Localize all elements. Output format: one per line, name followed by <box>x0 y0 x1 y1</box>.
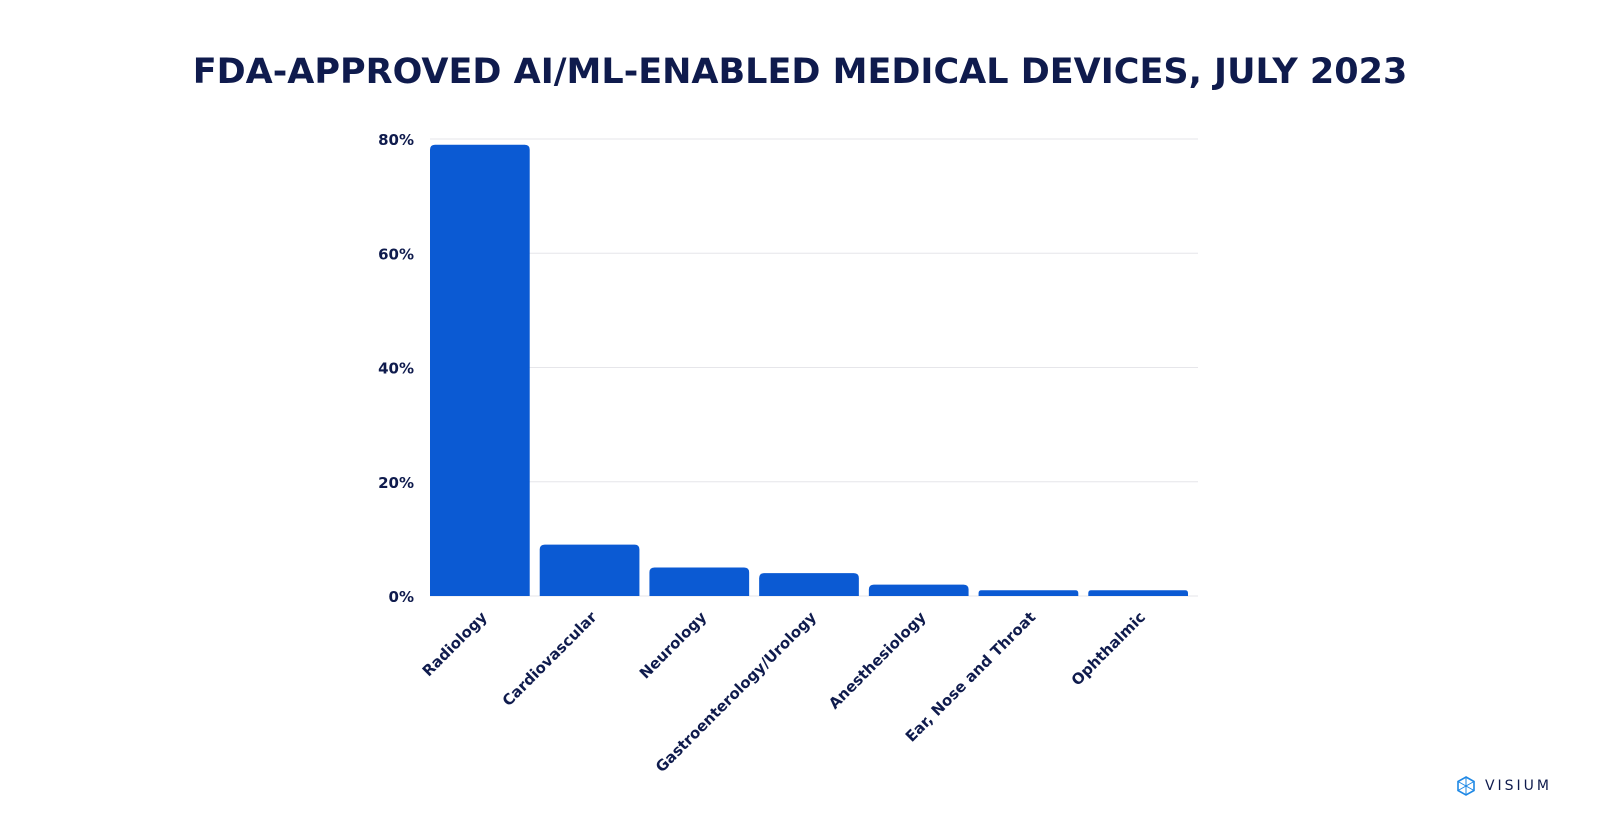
bar-radiology <box>430 144 530 596</box>
visium-logo-text: VISIUM <box>1484 778 1552 794</box>
bar-anesthesiology <box>868 584 969 596</box>
y-tick-label: 0% <box>389 588 414 606</box>
x-tick-label: Ear, Nose and Throat <box>902 608 1039 745</box>
y-tick-label: 60% <box>378 245 414 263</box>
bar-gastroenterology-urology <box>759 573 859 596</box>
visium-logo: VISIUM <box>1455 775 1552 797</box>
y-tick-label: 40% <box>378 360 414 378</box>
chart-title: FDA-APPROVED AI/ML-ENABLED MEDICAL DEVIC… <box>192 52 1408 92</box>
x-tick-label: Anesthesiology <box>825 608 930 713</box>
visium-logo-icon <box>1457 776 1475 796</box>
bar-neurology <box>649 567 750 596</box>
y-tick-label: 20% <box>378 474 414 492</box>
x-tick-label: Cardiovascular <box>499 608 601 710</box>
bar-ear-nose-and-throat <box>978 590 1079 596</box>
x-tick-label: Neurology <box>636 608 710 682</box>
x-tick-label: Ophthalmic <box>1068 608 1149 689</box>
bar-cardiovascular <box>539 544 640 596</box>
bar-ophthalmic <box>1088 590 1188 596</box>
x-tick-label: Radiology <box>419 608 491 680</box>
y-tick-label: 80% <box>378 131 414 149</box>
